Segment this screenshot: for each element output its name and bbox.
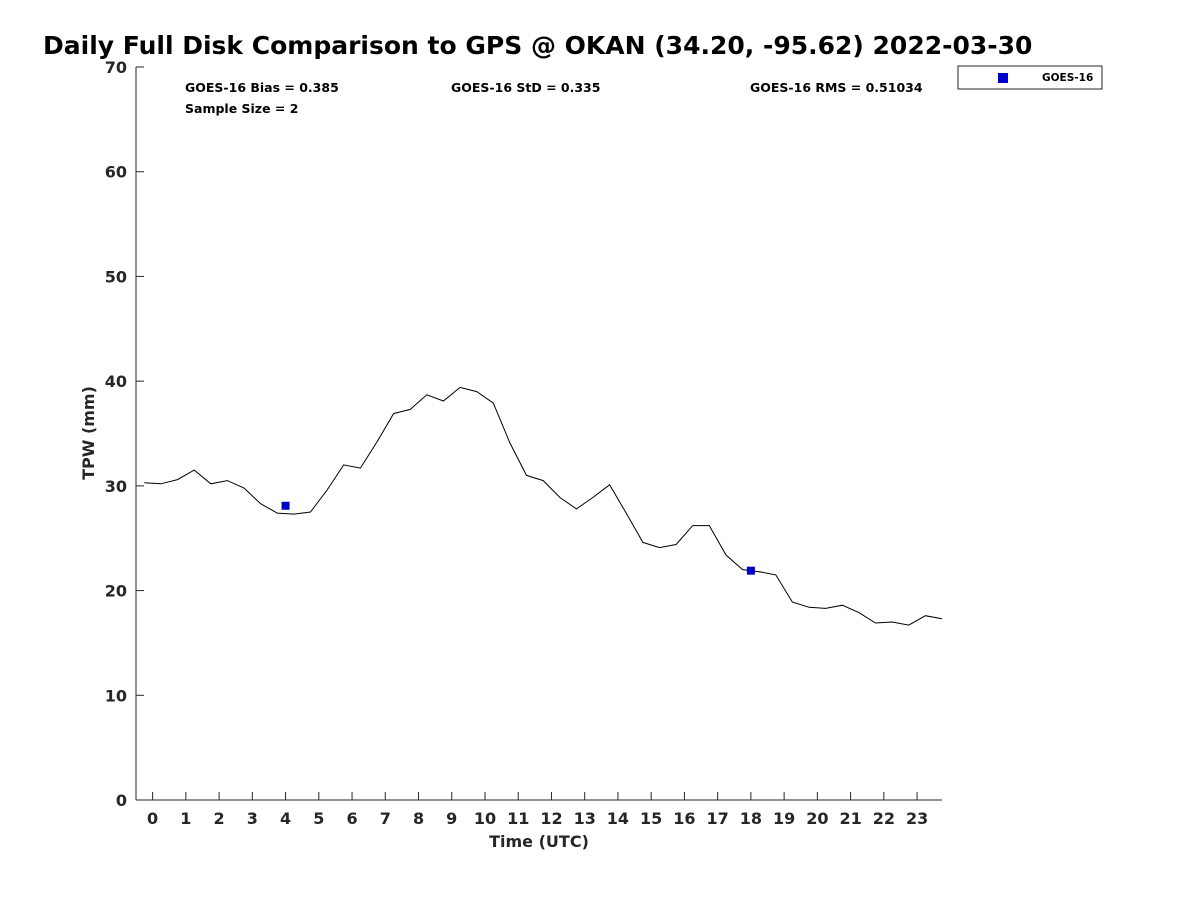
y-ticks: 0 10 20 30 40 50 60 70	[105, 58, 144, 810]
chart-title: Daily Full Disk Comparison to GPS @ OKAN…	[43, 31, 1032, 60]
legend-marker-goes16	[998, 73, 1008, 83]
x-tick-label: 16	[673, 809, 695, 828]
x-tick-label: 22	[873, 809, 895, 828]
x-tick-label: 4	[280, 809, 291, 828]
legend: GOES-16	[957, 65, 1103, 90]
x-tick-label: 15	[640, 809, 662, 828]
y-axis-label: TPW (mm)	[79, 386, 98, 480]
y-tick-label: 10	[105, 686, 127, 705]
x-tick-label: 3	[247, 809, 258, 828]
x-tick-label: 23	[906, 809, 928, 828]
std-annotation: GOES-16 StD = 0.335	[451, 80, 600, 95]
x-tick-label: 5	[313, 809, 324, 828]
x-tick-label: 17	[707, 809, 729, 828]
y-tick-label: 40	[105, 372, 127, 391]
y-tick-label: 20	[105, 582, 127, 601]
x-tick-label: 9	[446, 809, 457, 828]
x-tick-label: 19	[773, 809, 795, 828]
goes16-point	[746, 566, 755, 575]
x-ticks: 0 1 2 3 4 5 6 7 8 9 10 11 12 13 14 15 16 17 18 19 20 21 22 23	[147, 792, 928, 828]
x-tick-label: 1	[180, 809, 191, 828]
y-tick-label: 30	[105, 477, 127, 496]
y-tick-label: 50	[105, 267, 127, 286]
axes	[135, 67, 942, 801]
goes16-point	[281, 501, 290, 510]
y-tick-label: 0	[116, 791, 127, 810]
x-tick-label: 6	[346, 809, 357, 828]
y-tick-label: 70	[105, 58, 127, 77]
x-axis-label: Time (UTC)	[489, 832, 589, 851]
x-tick-label: 8	[413, 809, 424, 828]
sample-size-annotation: Sample Size = 2	[185, 101, 298, 116]
legend-box	[957, 65, 1103, 90]
x-tick-label: 7	[380, 809, 391, 828]
x-tick-label: 12	[540, 809, 562, 828]
y-tick-label: 60	[105, 163, 127, 182]
plot-area	[144, 386, 943, 626]
legend-label-goes16: GOES-16	[1042, 72, 1093, 84]
x-tick-label: 20	[806, 809, 828, 828]
x-tick-label: 0	[147, 809, 158, 828]
x-tick-label: 13	[574, 809, 596, 828]
x-tick-label: 18	[740, 809, 762, 828]
x-tick-label: 11	[507, 809, 529, 828]
bias-annotation: GOES-16 Bias = 0.385	[185, 80, 339, 95]
x-tick-label: 2	[214, 809, 225, 828]
x-tick-label: 14	[607, 809, 629, 828]
rms-annotation: GOES-16 RMS = 0.51034	[750, 80, 923, 95]
gps-series-line	[144, 386, 943, 626]
x-tick-label: 21	[839, 809, 861, 828]
x-tick-label: 10	[474, 809, 496, 828]
